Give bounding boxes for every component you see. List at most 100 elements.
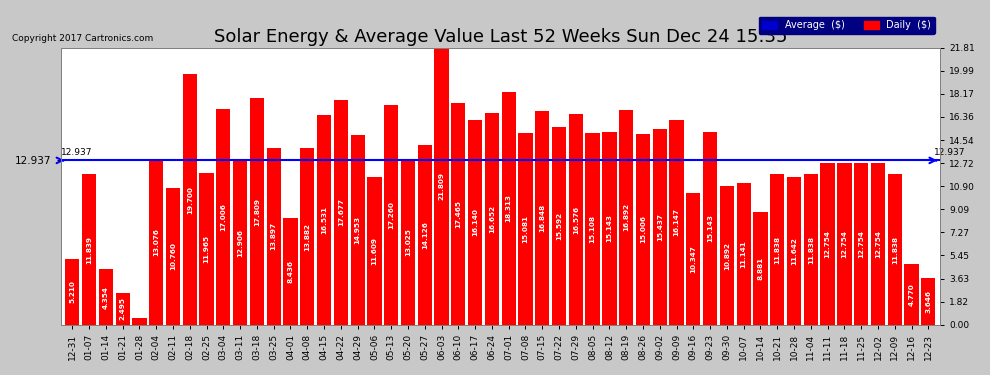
Bar	[367, 177, 381, 325]
Text: 21.809: 21.809	[439, 172, 445, 200]
Bar	[451, 103, 465, 325]
Bar	[300, 148, 315, 325]
Text: 15.592: 15.592	[556, 211, 562, 240]
Bar	[888, 174, 902, 325]
Text: 11.838: 11.838	[892, 236, 898, 264]
Bar	[636, 134, 650, 325]
Bar	[787, 177, 801, 325]
Bar	[905, 264, 919, 325]
Text: 15.437: 15.437	[656, 213, 662, 241]
Bar	[334, 100, 347, 325]
Bar	[686, 193, 701, 325]
Bar	[384, 105, 398, 325]
Bar	[585, 133, 600, 325]
Bar	[854, 163, 868, 325]
Text: 4.354: 4.354	[103, 286, 109, 309]
Bar	[82, 174, 96, 325]
Text: 10.347: 10.347	[690, 245, 696, 273]
Text: 11.965: 11.965	[204, 235, 210, 263]
Text: 13.897: 13.897	[270, 222, 277, 251]
Bar	[821, 163, 835, 325]
Text: 14.126: 14.126	[422, 221, 428, 249]
Text: 16.892: 16.892	[624, 203, 630, 231]
Bar	[804, 174, 818, 325]
Bar	[166, 188, 180, 325]
Legend: Average  ($), Daily  ($): Average ($), Daily ($)	[758, 16, 936, 34]
Text: 18.313: 18.313	[506, 195, 512, 222]
Text: 8.881: 8.881	[757, 257, 763, 280]
Text: 13.025: 13.025	[405, 228, 411, 256]
Bar	[720, 186, 734, 325]
Text: 12.754: 12.754	[842, 230, 847, 258]
Bar	[552, 127, 566, 325]
Text: 12.754: 12.754	[825, 230, 831, 258]
Bar	[350, 135, 364, 325]
Bar	[65, 258, 79, 325]
Text: 17.006: 17.006	[221, 203, 227, 231]
Text: 15.081: 15.081	[523, 215, 529, 243]
Text: 3.646: 3.646	[926, 290, 932, 313]
Bar	[838, 163, 851, 325]
Bar	[502, 92, 516, 325]
Text: 16.576: 16.576	[573, 206, 579, 234]
Bar	[283, 217, 298, 325]
Text: 4.770: 4.770	[909, 283, 915, 306]
Bar	[216, 109, 231, 325]
Text: 13.076: 13.076	[153, 228, 159, 256]
Text: 16.848: 16.848	[540, 204, 545, 232]
Text: 10.760: 10.760	[170, 243, 176, 270]
Bar	[485, 113, 499, 325]
Bar	[182, 75, 197, 325]
Text: 12.937: 12.937	[61, 148, 93, 157]
Text: 12.906: 12.906	[238, 229, 244, 257]
Text: 11.141: 11.141	[741, 240, 746, 268]
Bar	[401, 159, 415, 325]
Text: 17.260: 17.260	[388, 201, 394, 229]
Text: 14.953: 14.953	[354, 216, 360, 244]
Bar	[249, 99, 264, 325]
Bar	[418, 145, 432, 325]
Text: 10.892: 10.892	[724, 242, 730, 270]
Bar	[199, 173, 214, 325]
Bar	[737, 183, 750, 325]
Text: 13.882: 13.882	[304, 222, 310, 251]
Text: 8.436: 8.436	[287, 260, 293, 283]
Text: 17.465: 17.465	[455, 200, 461, 228]
Text: 11.838: 11.838	[808, 236, 814, 264]
Text: 12.754: 12.754	[858, 230, 864, 258]
Bar	[922, 278, 936, 325]
Text: 11.838: 11.838	[774, 236, 780, 264]
Text: 11.609: 11.609	[371, 237, 377, 265]
Bar	[753, 212, 767, 325]
Bar	[317, 115, 332, 325]
Text: 15.108: 15.108	[590, 215, 596, 243]
Text: 15.006: 15.006	[640, 215, 646, 243]
Bar	[116, 293, 130, 325]
Bar	[133, 318, 147, 325]
Bar	[669, 120, 684, 325]
Bar	[519, 133, 533, 325]
Text: 11.642: 11.642	[791, 237, 797, 265]
Text: 16.147: 16.147	[673, 208, 679, 236]
Bar	[468, 120, 482, 325]
Text: 16.652: 16.652	[489, 205, 495, 233]
Text: 5.210: 5.210	[69, 280, 75, 303]
Bar	[536, 111, 549, 325]
Text: 15.143: 15.143	[607, 214, 613, 243]
Bar	[619, 110, 634, 325]
Text: 12.937: 12.937	[935, 148, 965, 157]
Bar	[568, 114, 583, 325]
Bar	[652, 129, 667, 325]
Bar	[871, 163, 885, 325]
Text: 19.700: 19.700	[187, 186, 193, 213]
Text: 16.531: 16.531	[321, 206, 327, 234]
Text: 17.809: 17.809	[253, 198, 260, 226]
Bar	[770, 174, 784, 325]
Bar	[233, 161, 248, 325]
Text: 15.143: 15.143	[707, 214, 713, 243]
Bar	[435, 48, 448, 325]
Text: Copyright 2017 Cartronics.com: Copyright 2017 Cartronics.com	[12, 34, 153, 43]
Bar	[602, 132, 617, 325]
Bar	[266, 148, 281, 325]
Text: 2.495: 2.495	[120, 297, 126, 320]
